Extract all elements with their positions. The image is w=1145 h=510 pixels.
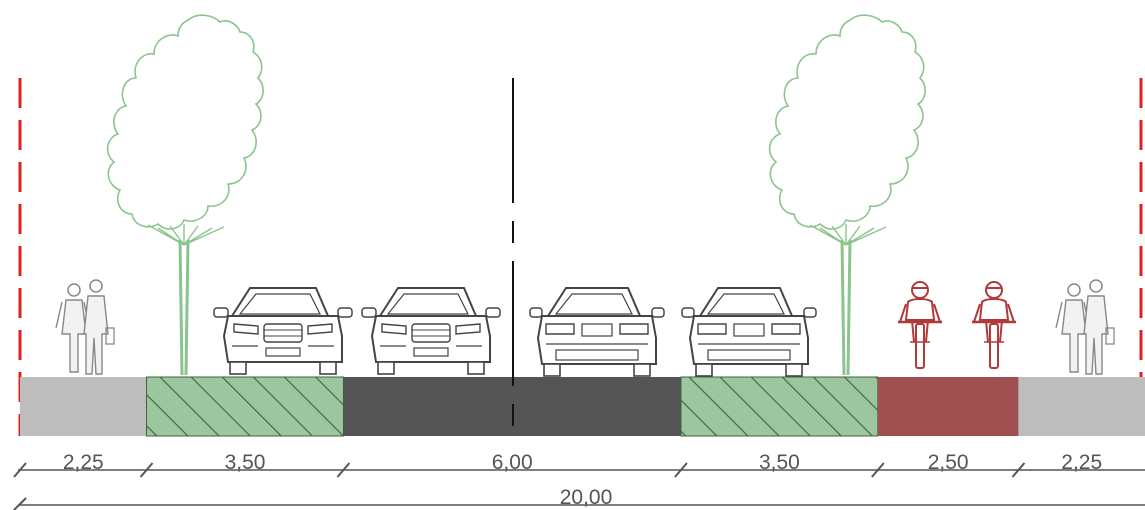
- pedestrians-icon: [55, 279, 115, 375]
- pedestrians-icon: [1055, 279, 1115, 375]
- parking-right-width-label: 3,50: [759, 451, 800, 474]
- car-rear-icon: [681, 287, 817, 377]
- parking-left-band: [146, 376, 344, 437]
- sidewalk-right-band: [1018, 377, 1145, 436]
- dimension-tick: [336, 462, 351, 478]
- dimension-annotations: 2,25 3,50 6,00 3,50 2,50 2,25: [13, 451, 1102, 478]
- dimension-tick: [139, 462, 154, 478]
- parking-left-width-label: 3,50: [225, 451, 266, 474]
- car-front-icon: [213, 287, 353, 375]
- dimension-tick: [871, 462, 885, 478]
- sidewalk-left-band: [20, 377, 147, 436]
- bike-lane-band: [877, 377, 1019, 436]
- bicycle-icon: [896, 280, 944, 370]
- dimension-tick: [13, 462, 27, 478]
- bicycle-icon: [970, 280, 1018, 370]
- bike-lane-width-label: 2,50: [928, 451, 969, 474]
- dimension-tick: [1011, 462, 1026, 478]
- sidewalk-left-width-label: 2,25: [63, 451, 104, 474]
- total-width-label: 20,00: [560, 486, 613, 509]
- total-dimension-tick: [12, 497, 27, 510]
- roadway-width-label: 6,00: [492, 451, 533, 474]
- cross-section-bands: [20, 376, 1145, 437]
- sidewalk-right-width-label: 2,25: [1061, 451, 1102, 474]
- car-front-icon: [361, 287, 501, 375]
- car-rear-icon: [529, 287, 665, 377]
- dimension-tick: [674, 462, 688, 478]
- parking-right-band: [680, 376, 879, 437]
